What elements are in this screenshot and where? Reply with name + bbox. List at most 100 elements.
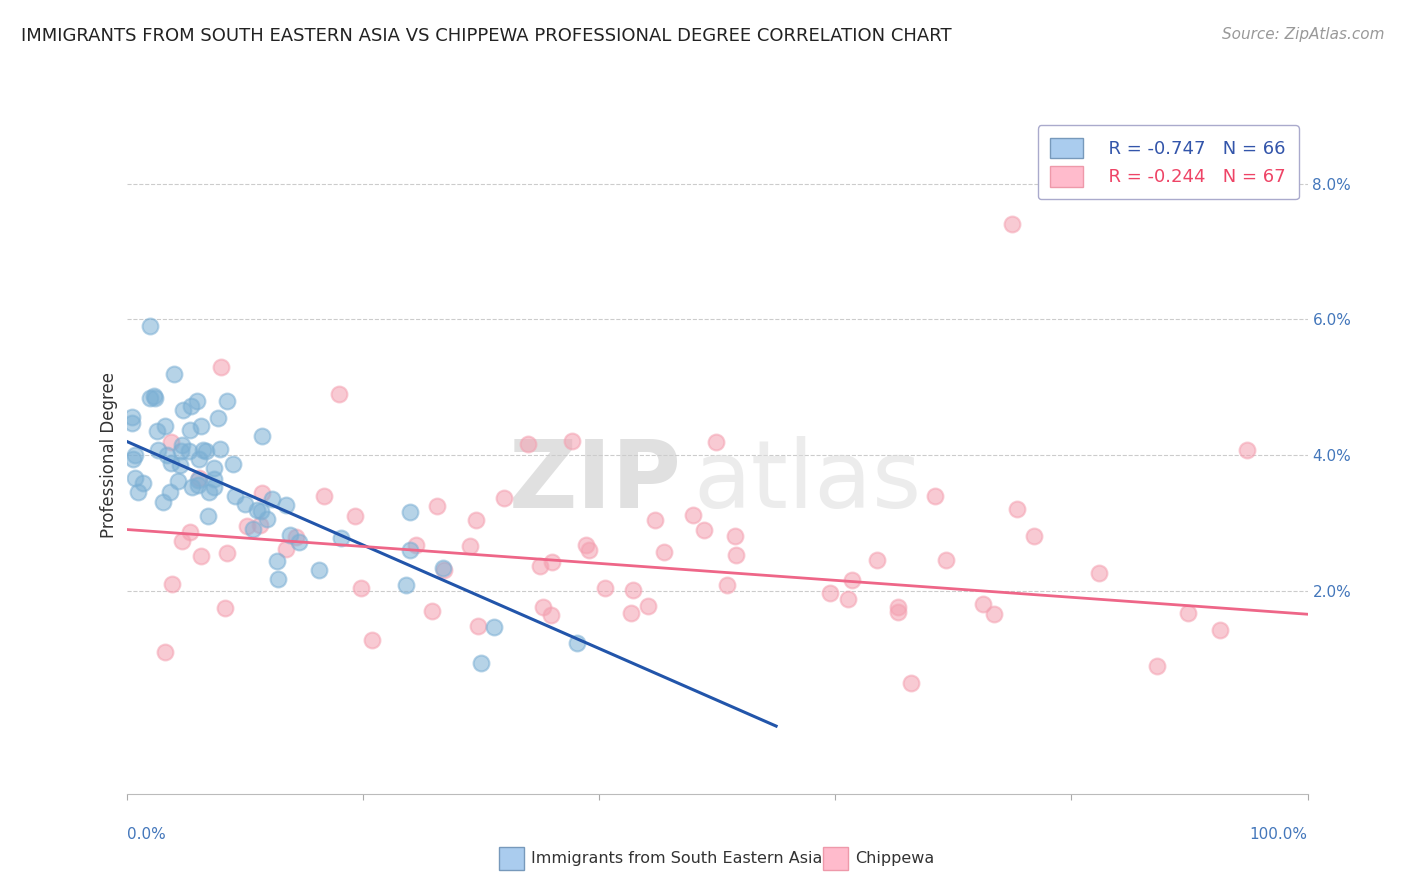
Point — [312, 489, 335, 503]
Text: ZIP: ZIP — [509, 436, 682, 528]
Point — [900, 676, 922, 690]
Point — [399, 505, 422, 519]
Point — [172, 534, 194, 549]
Point — [121, 409, 143, 424]
Point — [153, 418, 176, 433]
Point — [236, 518, 259, 533]
Point — [124, 449, 146, 463]
Point — [284, 530, 307, 544]
Point — [288, 535, 311, 549]
Point — [181, 480, 204, 494]
Point — [983, 607, 1005, 621]
Point — [540, 607, 562, 622]
Point — [266, 554, 288, 568]
Point — [159, 485, 181, 500]
Point — [179, 423, 201, 437]
Point — [202, 472, 225, 486]
Point — [188, 451, 211, 466]
Point — [169, 458, 191, 473]
Point — [180, 399, 202, 413]
Point — [221, 457, 243, 471]
Point — [644, 513, 666, 527]
Point — [1007, 502, 1029, 516]
Point — [841, 574, 863, 588]
Text: atlas: atlas — [693, 436, 922, 528]
Point — [187, 474, 209, 488]
Point — [179, 525, 201, 540]
Point — [637, 599, 659, 613]
Point — [214, 601, 236, 615]
Point — [163, 367, 186, 381]
Point — [143, 391, 166, 405]
Point — [837, 592, 859, 607]
Point — [693, 523, 716, 537]
Point — [159, 435, 181, 450]
Point — [121, 416, 143, 430]
Point — [170, 444, 193, 458]
Point — [215, 394, 238, 409]
Point — [132, 476, 155, 491]
Point — [142, 389, 165, 403]
Point — [124, 471, 146, 485]
Point — [433, 563, 456, 577]
Point — [350, 582, 373, 596]
Point — [887, 606, 910, 620]
Point — [724, 548, 747, 562]
Point — [256, 512, 278, 526]
Point — [224, 489, 246, 503]
Point — [156, 448, 179, 462]
Point — [246, 502, 269, 516]
Point — [405, 538, 427, 552]
Point — [432, 560, 454, 574]
Point — [197, 484, 219, 499]
Point — [235, 497, 257, 511]
Point — [361, 632, 384, 647]
Point — [467, 619, 489, 633]
Point — [197, 509, 219, 524]
Point — [1024, 529, 1046, 543]
Point — [1146, 659, 1168, 673]
Text: 0.0%: 0.0% — [127, 827, 166, 841]
Text: Source: ZipAtlas.com: Source: ZipAtlas.com — [1222, 27, 1385, 42]
Text: Immigrants from South Eastern Asia: Immigrants from South Eastern Asia — [531, 851, 823, 865]
Point — [924, 489, 946, 503]
Legend:   R = -0.747   N = 66,   R = -0.244   N = 67: R = -0.747 N = 66, R = -0.244 N = 67 — [1038, 125, 1299, 199]
Point — [195, 444, 218, 458]
Point — [652, 545, 675, 559]
Point — [267, 572, 290, 586]
Point — [561, 434, 583, 449]
Point — [567, 635, 589, 649]
Point — [818, 586, 841, 600]
Point — [470, 656, 492, 670]
Point — [344, 509, 367, 524]
Point — [207, 411, 229, 425]
Point — [716, 578, 738, 592]
Point — [482, 619, 505, 633]
Point — [122, 451, 145, 466]
Point — [262, 491, 284, 506]
Point — [153, 645, 176, 659]
Point — [152, 495, 174, 509]
Point — [517, 437, 540, 451]
Point — [250, 428, 273, 442]
Point — [202, 480, 225, 494]
Point — [148, 443, 170, 458]
Text: 100.0%: 100.0% — [1250, 827, 1308, 841]
Point — [541, 555, 564, 569]
Point — [1088, 566, 1111, 581]
Point — [187, 478, 209, 492]
Point — [308, 563, 330, 577]
Point — [1209, 623, 1232, 637]
Point — [160, 456, 183, 470]
Point — [395, 578, 418, 592]
Point — [704, 435, 727, 450]
Point — [531, 600, 554, 615]
Point — [187, 471, 209, 485]
Point — [1001, 218, 1024, 232]
Point — [280, 528, 302, 542]
Point — [682, 508, 704, 522]
Point — [274, 542, 297, 557]
Point — [242, 522, 264, 536]
Point — [190, 418, 212, 433]
Point — [172, 403, 194, 417]
